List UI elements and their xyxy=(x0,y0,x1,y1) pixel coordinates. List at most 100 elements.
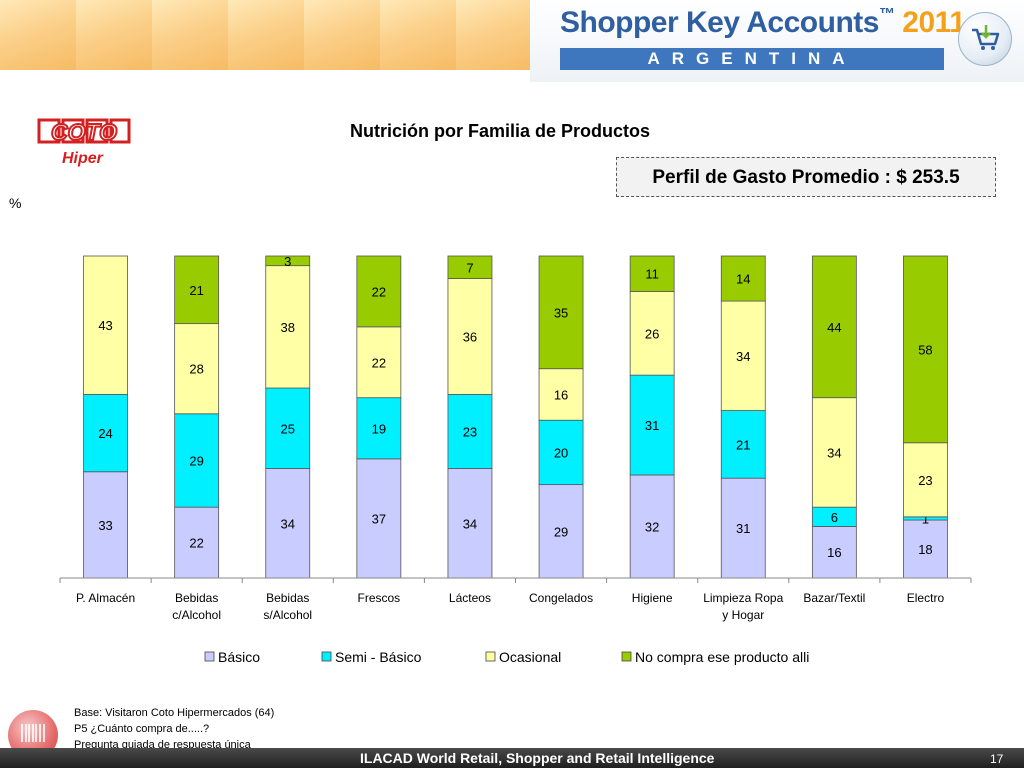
header-tile xyxy=(380,0,457,70)
chart-title: Nutrición por Familia de Productos xyxy=(349,121,651,141)
bar-value-label: 22 xyxy=(372,284,386,299)
bar-value-label: 32 xyxy=(645,519,659,534)
bar-segment xyxy=(538,484,584,579)
bar-value-label: 11 xyxy=(645,267,659,282)
legend-swatch xyxy=(621,651,632,662)
bar-value-label: 20 xyxy=(554,445,568,460)
x-tick-label: Bebidas xyxy=(266,591,309,605)
bar-segment xyxy=(720,255,766,302)
brand-year: 2011 xyxy=(902,6,966,39)
legend-label: Semi - Básico xyxy=(335,649,422,665)
bar-value-label: 19 xyxy=(372,421,386,436)
coto-logo-text: COTO xyxy=(51,119,117,145)
bars-layer: 33 24 43 22 29 28 21 34 25 38 3 37 19 22 22 34 23 36 7 29 20… xyxy=(83,254,948,579)
bar-value-label: 28 xyxy=(189,362,203,377)
bar-value-label: 35 xyxy=(554,305,568,320)
bar-value-label: 34 xyxy=(463,516,477,531)
x-label-layer: P. Almacén Bebidas c/Alcohol Bebidas s/Alcoh… xyxy=(76,591,944,622)
bar-segment xyxy=(447,255,493,279)
bar-value-label: 31 xyxy=(645,418,659,433)
legend-swatch xyxy=(204,651,215,662)
stacked-bar-chart: 33 24 43 22 29 28 21 34 25 38 3 37 19 22 22 34 23 36 7 29 20… xyxy=(59,254,972,665)
brand-title: Shopper Key Accounts™ 2011 xyxy=(560,6,966,40)
bar-value-label: 31 xyxy=(736,521,750,536)
legend-label: Básico xyxy=(218,649,260,665)
bar-segment xyxy=(447,278,493,395)
x-tick-label: s/Alcohol xyxy=(263,608,312,622)
bar-value-label: 7 xyxy=(466,260,473,275)
bar-value-label: 29 xyxy=(554,524,568,539)
bar-segment xyxy=(174,323,220,415)
header-tile xyxy=(228,0,305,70)
bar-segment xyxy=(356,255,402,328)
x-tick-label: P. Almacén xyxy=(76,591,135,605)
bar-value-label: 14 xyxy=(736,272,750,287)
x-tick-label: Frescos xyxy=(358,591,401,605)
legend-label: Ocasional xyxy=(499,649,561,665)
x-tick-layer xyxy=(59,578,972,583)
bar-value-label: 6 xyxy=(831,510,838,525)
bar-segment xyxy=(538,255,584,370)
bar-value-label: 21 xyxy=(736,437,750,452)
bar-segment xyxy=(903,442,948,518)
coto-subtitle: Hiper xyxy=(62,150,103,167)
x-tick-label: y Hogar xyxy=(722,608,764,622)
shopping-cart-icon xyxy=(958,12,1012,66)
bar-value-label: 36 xyxy=(463,330,477,345)
header-banner xyxy=(0,0,1024,82)
bar-segment xyxy=(538,368,584,421)
bar-value-label: 21 xyxy=(189,283,203,298)
footer-text: ILACAD World Retail, Shopper and Retail … xyxy=(360,750,715,766)
bar-segment xyxy=(356,326,402,399)
bar-segment xyxy=(629,291,675,376)
x-tick-label: Electro xyxy=(907,591,945,605)
bar-value-label: 58 xyxy=(918,342,932,357)
x-tick-label: Limpieza Ropa xyxy=(703,591,783,605)
bar-value-label: 22 xyxy=(189,536,203,551)
bar-segment xyxy=(629,474,675,579)
x-tick-label: c/Alcohol xyxy=(172,608,221,622)
bar-value-label: 43 xyxy=(98,318,112,333)
x-tick-label: Congelados xyxy=(529,591,593,605)
brand-title-text: Shopper Key Accounts xyxy=(560,6,879,39)
bar-value-label: 34 xyxy=(281,516,295,531)
bar-value-label: 34 xyxy=(736,349,750,364)
bar-segment xyxy=(174,413,220,508)
bar-value-label: 29 xyxy=(189,453,203,468)
bar-value-label: 24 xyxy=(98,426,112,441)
bar-value-label: 33 xyxy=(98,518,112,533)
bar-value-label: 23 xyxy=(463,424,477,439)
bar-value-label: 37 xyxy=(372,511,386,526)
bar-value-label: 1 xyxy=(922,511,929,526)
bar-segment xyxy=(629,255,675,292)
bar-value-label: 22 xyxy=(372,355,386,370)
bar-value-label: 26 xyxy=(645,326,659,341)
country-band: ARGENTINA xyxy=(560,48,944,70)
coto-logo: COTO xyxy=(36,116,132,146)
bar-value-label: 18 xyxy=(918,542,932,557)
bar-segment xyxy=(811,255,857,399)
bar-segment xyxy=(265,255,311,267)
bar-value-label: 16 xyxy=(554,387,568,402)
legend: Básico Semi - Básico Ocasional No compra es… xyxy=(204,649,809,665)
bar-segment xyxy=(811,397,857,508)
bar-segment xyxy=(265,265,311,389)
header-tile xyxy=(76,0,153,70)
bar-value-label: 34 xyxy=(827,445,841,460)
bar-segment xyxy=(538,419,584,486)
footnotes: Base: Visitaron Coto Hipermercados (64) … xyxy=(74,705,274,753)
x-tick-label: Lácteos xyxy=(449,591,491,605)
brand-trademark: ™ xyxy=(878,6,895,23)
bar-segment xyxy=(174,255,220,325)
spending-profile-box: Perfil de Gasto Promedio : $ 253.5 xyxy=(616,157,996,197)
bar-value-label: 16 xyxy=(827,545,841,560)
footer-bar xyxy=(0,748,1024,768)
bar-segment xyxy=(83,394,128,473)
footnote-base: Base: Visitaron Coto Hipermercados (64) xyxy=(74,707,275,719)
x-tick-label: Bazar/Textil xyxy=(803,591,865,605)
bar-value-label: 3 xyxy=(284,254,291,269)
legend-swatch xyxy=(321,651,332,662)
y-axis-unit-label: % xyxy=(9,195,22,211)
x-tick-label: Bebidas xyxy=(175,591,218,605)
x-tick-label: Higiene xyxy=(632,591,673,605)
